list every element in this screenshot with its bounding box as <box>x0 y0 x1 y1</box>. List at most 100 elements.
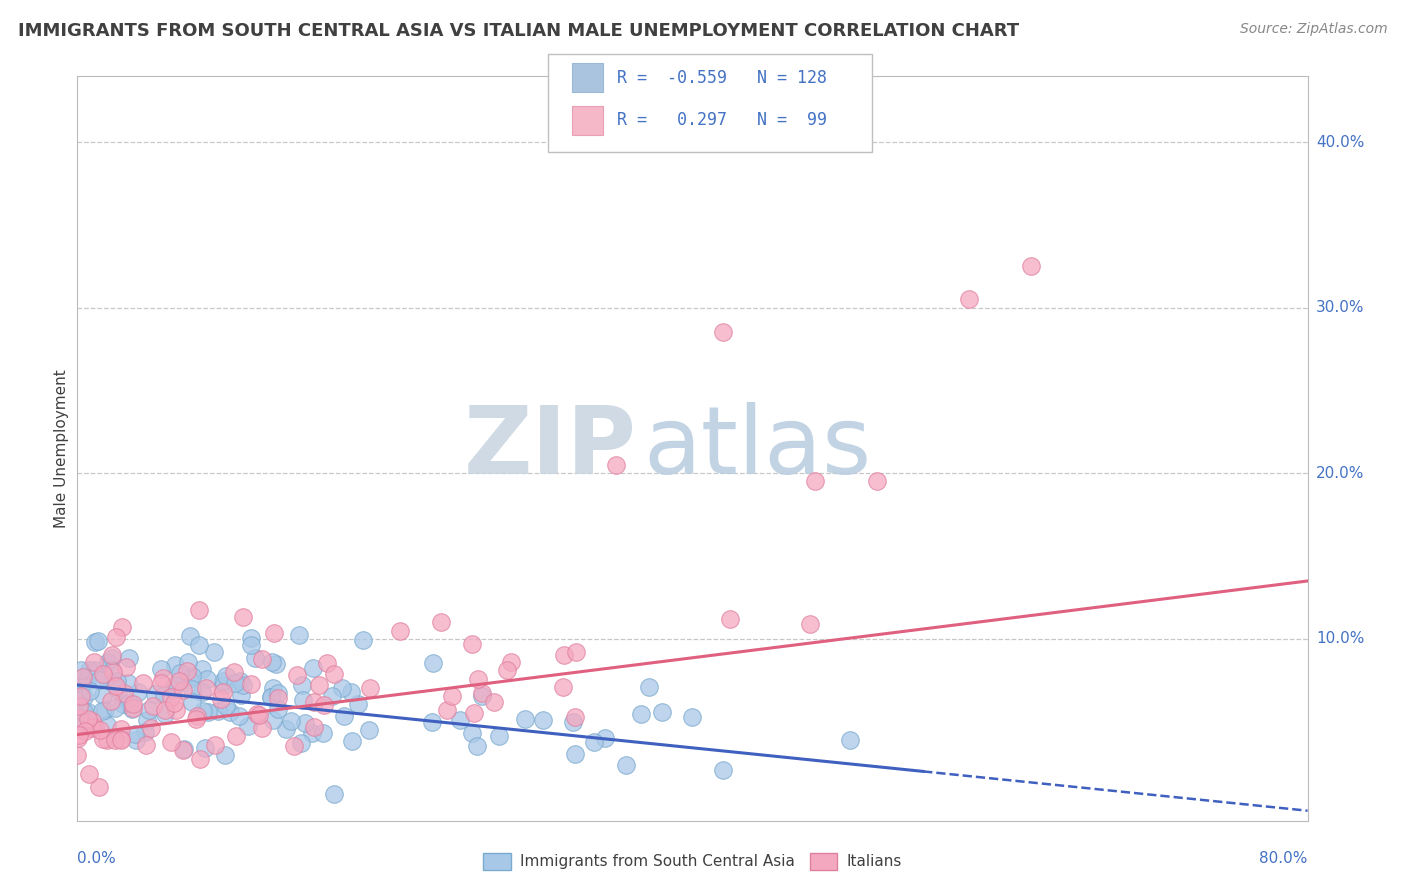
Point <box>110 733 132 747</box>
Text: R =   0.297   N =  99: R = 0.297 N = 99 <box>617 112 827 129</box>
Text: 10.0%: 10.0% <box>1316 631 1364 646</box>
Point <box>245 650 267 665</box>
Point <box>595 731 617 745</box>
Point <box>681 709 703 723</box>
Text: IMMIGRANTS FROM SOUTH CENTRAL ASIA VS ITALIAN MALE UNEMPLOYMENT CORRELATION CHAR: IMMIGRANTS FROM SOUTH CENTRAL ASIA VS IT… <box>18 22 1019 40</box>
Point <box>87 634 110 648</box>
Point <box>110 732 132 747</box>
Point <box>193 740 215 755</box>
Point <box>471 689 494 703</box>
Point <box>160 690 183 704</box>
Point <box>72 671 94 685</box>
Point <box>117 676 139 690</box>
Point <box>135 713 157 727</box>
Point <box>274 723 297 737</box>
Text: ZIP: ZIP <box>464 402 637 494</box>
Point <box>117 651 139 665</box>
Point <box>101 663 124 677</box>
Point <box>323 667 346 681</box>
Point <box>302 661 325 675</box>
Point <box>80 721 103 735</box>
Text: 40.0%: 40.0% <box>1316 135 1364 150</box>
Point <box>323 787 346 801</box>
Point <box>181 681 204 696</box>
Point <box>139 722 162 736</box>
Point <box>184 712 207 726</box>
Point <box>87 780 110 795</box>
Point <box>160 735 183 749</box>
Point <box>67 731 90 745</box>
Point <box>463 706 485 721</box>
Point <box>165 658 187 673</box>
Point <box>224 675 246 690</box>
Point <box>202 645 225 659</box>
Point <box>138 703 160 717</box>
Point <box>267 686 290 700</box>
Point <box>229 688 252 702</box>
Point <box>124 727 146 741</box>
Point <box>352 632 374 647</box>
Point <box>179 672 201 686</box>
Point <box>181 694 204 708</box>
Point <box>240 638 263 652</box>
Point <box>315 656 337 670</box>
Point <box>250 652 273 666</box>
Point <box>91 688 114 702</box>
Point <box>79 683 101 698</box>
Point <box>73 705 96 719</box>
Point <box>264 657 287 671</box>
Point <box>232 678 254 692</box>
Point <box>176 664 198 678</box>
Point <box>193 704 215 718</box>
Point <box>605 458 627 472</box>
Point <box>83 655 105 669</box>
Point <box>388 624 411 638</box>
Point <box>461 726 484 740</box>
Point <box>229 674 252 689</box>
Point <box>188 639 211 653</box>
Point <box>66 721 89 735</box>
Point <box>93 732 115 747</box>
Point <box>501 656 523 670</box>
Point <box>155 706 177 721</box>
Point <box>103 701 125 715</box>
Point <box>67 728 90 742</box>
Point <box>250 722 273 736</box>
Point <box>105 630 128 644</box>
Point <box>75 673 97 688</box>
Point <box>105 674 128 689</box>
Point <box>173 742 195 756</box>
Point <box>180 669 202 683</box>
Point <box>420 715 443 730</box>
Point <box>91 666 114 681</box>
Point <box>207 704 229 718</box>
Point <box>172 743 194 757</box>
Point <box>112 686 135 700</box>
Point <box>83 720 105 734</box>
Point <box>422 657 444 671</box>
Point <box>67 711 90 725</box>
Point <box>165 678 187 692</box>
Point <box>150 663 173 677</box>
Point <box>96 717 118 731</box>
Point <box>630 707 652 722</box>
Point <box>191 663 214 677</box>
Point <box>135 738 157 752</box>
Point <box>111 698 134 712</box>
Point <box>115 659 138 673</box>
Point <box>290 736 312 750</box>
Point <box>232 609 254 624</box>
Point <box>162 696 184 710</box>
Point <box>301 726 323 740</box>
Point <box>90 704 112 718</box>
Point <box>177 655 200 669</box>
Point <box>214 747 236 762</box>
Point <box>107 682 129 697</box>
Point <box>711 764 734 778</box>
Point <box>263 626 285 640</box>
Point <box>496 663 519 677</box>
Point <box>291 692 314 706</box>
Point <box>70 699 93 714</box>
Point <box>197 672 219 686</box>
Point <box>866 475 889 489</box>
